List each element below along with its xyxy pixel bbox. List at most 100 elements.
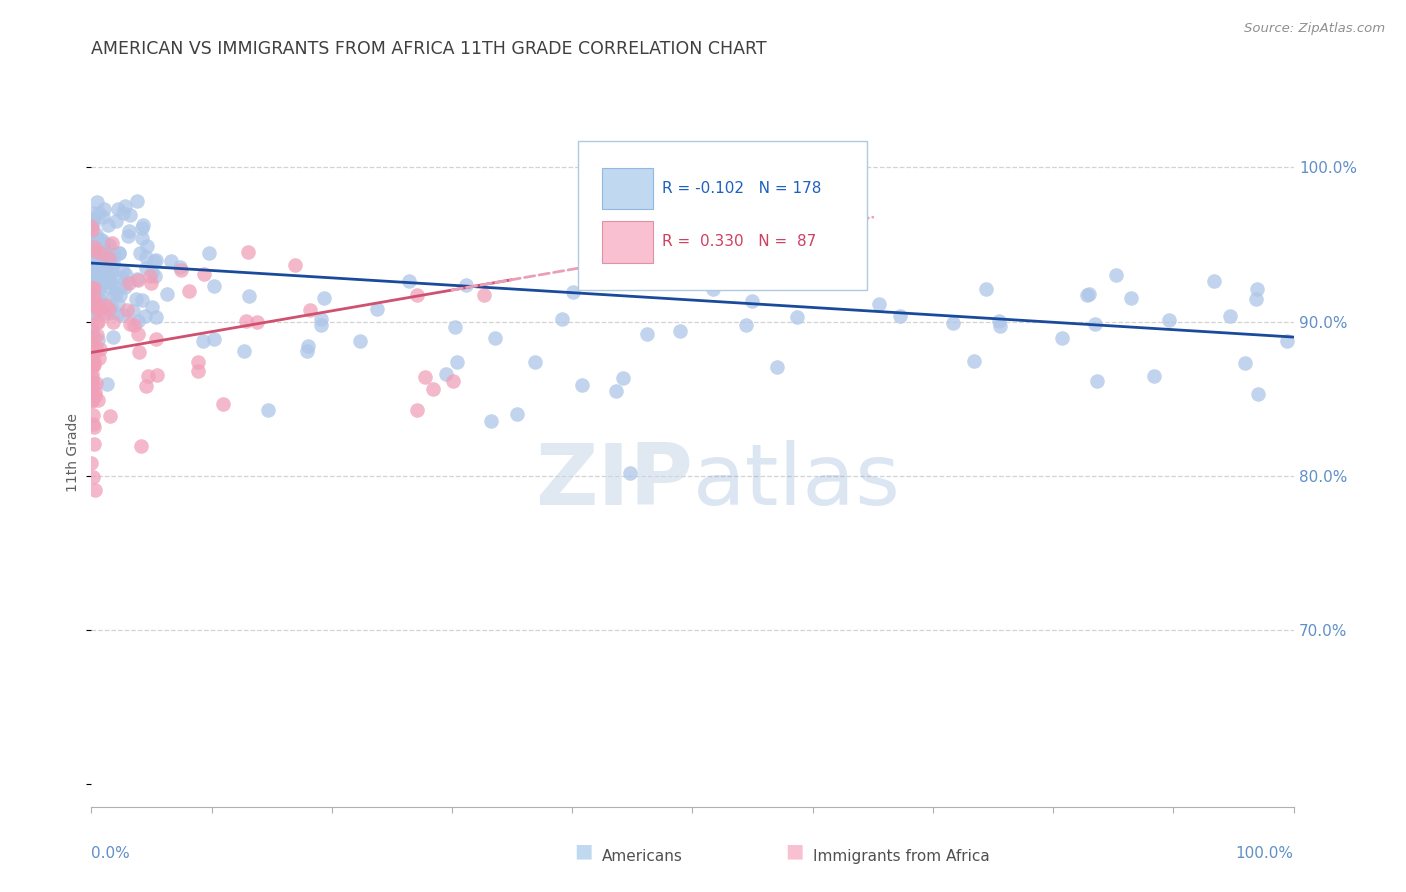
- Point: [1076, 287, 1098, 301]
- Point: [86, 327, 108, 342]
- Point: [98, 274, 121, 288]
- Point: [83, 235, 105, 249]
- FancyBboxPatch shape: [578, 141, 866, 290]
- Point: [131, 220, 153, 235]
- Point: [96, 255, 118, 269]
- Point: [191, 334, 214, 348]
- Point: [1157, 312, 1180, 326]
- Point: [82, 217, 104, 231]
- Point: [636, 327, 658, 342]
- Point: [101, 315, 124, 329]
- Point: [284, 258, 307, 272]
- Point: [93, 244, 115, 259]
- Point: [441, 374, 464, 388]
- Point: [1202, 274, 1225, 288]
- Point: [107, 307, 129, 321]
- Text: Source: ZipAtlas.com: Source: ZipAtlas.com: [1244, 22, 1385, 36]
- Point: [187, 363, 209, 377]
- Point: [349, 334, 371, 348]
- Point: [135, 250, 157, 264]
- Point: [118, 223, 141, 237]
- Point: [86, 268, 108, 282]
- Point: [398, 274, 420, 288]
- Text: ■: ■: [785, 841, 804, 860]
- Point: [83, 240, 105, 254]
- Point: [238, 288, 260, 302]
- Point: [236, 244, 259, 259]
- Point: [118, 317, 141, 331]
- Point: [80, 349, 103, 363]
- Point: [114, 280, 136, 294]
- Point: [1078, 287, 1101, 301]
- Point: [112, 205, 135, 219]
- Point: [86, 334, 108, 348]
- Text: R = -0.102   N = 178: R = -0.102 N = 178: [662, 181, 821, 195]
- Point: [84, 307, 107, 321]
- Point: [80, 228, 103, 243]
- Point: [101, 260, 124, 275]
- Point: [82, 213, 104, 227]
- Point: [80, 456, 103, 470]
- Point: [204, 332, 226, 346]
- Point: [1275, 334, 1298, 348]
- Point: [145, 332, 167, 346]
- Point: [193, 267, 215, 281]
- Point: [91, 261, 114, 276]
- Point: [86, 246, 108, 260]
- Point: [125, 292, 148, 306]
- Point: [82, 375, 104, 389]
- Point: [87, 205, 110, 219]
- Point: [406, 288, 429, 302]
- Point: [309, 311, 332, 326]
- Point: [96, 268, 118, 282]
- Point: [90, 277, 112, 291]
- Point: [619, 467, 641, 481]
- Point: [118, 277, 141, 291]
- Point: [990, 318, 1012, 333]
- Point: [104, 286, 127, 301]
- Point: [129, 245, 152, 260]
- Point: [131, 231, 153, 245]
- Point: [434, 367, 457, 381]
- Point: [84, 385, 107, 400]
- Point: [80, 273, 103, 287]
- Point: [988, 313, 1011, 327]
- Point: [141, 265, 163, 279]
- Point: [139, 276, 162, 290]
- Point: [90, 289, 112, 303]
- Point: [170, 262, 193, 277]
- Point: [86, 227, 108, 241]
- Point: [1246, 292, 1268, 306]
- Point: [82, 268, 104, 283]
- Point: [127, 273, 149, 287]
- Point: [472, 288, 495, 302]
- Point: [868, 297, 890, 311]
- Point: [90, 238, 112, 252]
- Point: [132, 218, 155, 232]
- Point: [100, 236, 122, 251]
- Point: [446, 355, 468, 369]
- Point: [1083, 317, 1105, 331]
- Point: [571, 378, 593, 392]
- Point: [122, 304, 145, 318]
- Point: [80, 370, 103, 384]
- Point: [80, 368, 103, 382]
- Point: [136, 368, 159, 383]
- Point: [96, 376, 118, 391]
- Point: [135, 379, 157, 393]
- Text: Americans: Americans: [602, 849, 683, 863]
- Point: [83, 253, 105, 268]
- Point: [82, 293, 104, 307]
- Point: [80, 359, 103, 373]
- Point: [86, 266, 108, 280]
- Point: [786, 310, 808, 325]
- Point: [86, 253, 108, 268]
- Point: [100, 298, 122, 312]
- Point: [91, 210, 114, 224]
- Point: [974, 282, 997, 296]
- Point: [103, 288, 125, 302]
- Point: [114, 199, 136, 213]
- Point: [143, 254, 166, 268]
- Text: R =  0.330   N =  87: R = 0.330 N = 87: [662, 234, 817, 249]
- Point: [82, 338, 104, 352]
